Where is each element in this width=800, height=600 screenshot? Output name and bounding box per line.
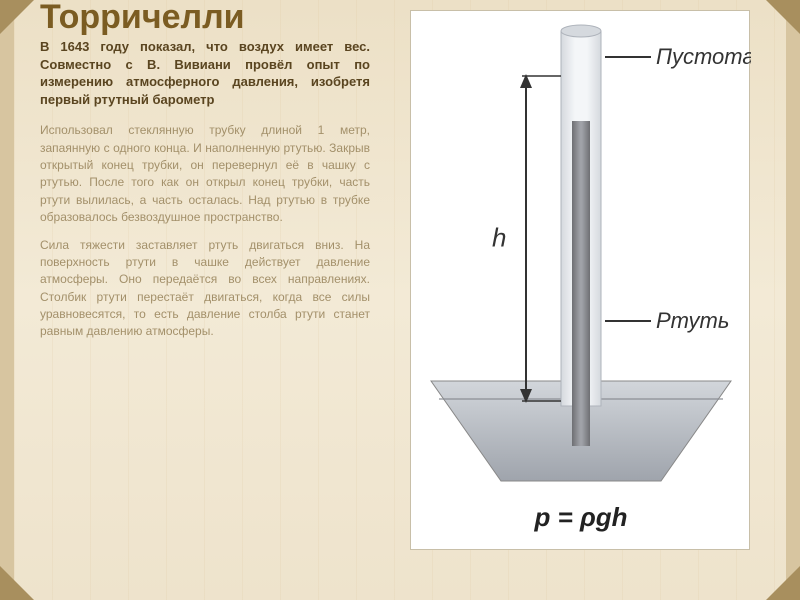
page-title: Торричелли — [40, 0, 370, 34]
paragraph-1: Использовал стеклянную трубку длиной 1 м… — [40, 122, 370, 226]
paragraph-2: Сила тяжести заставляет ртуть двигаться … — [40, 237, 370, 341]
barometer-diagram: Пустота Ртуть h p = ρgh — [411, 11, 751, 551]
barometer-figure: Пустота Ртуть h p = ρgh — [410, 10, 750, 550]
svg-text:Пустота: Пустота — [656, 44, 751, 69]
intro-paragraph: В 1643 году показал, что воздух имеет ве… — [40, 38, 370, 108]
svg-text:h: h — [492, 223, 506, 253]
svg-text:Ртуть: Ртуть — [656, 308, 729, 333]
svg-text:p = ρgh: p = ρgh — [533, 502, 627, 532]
